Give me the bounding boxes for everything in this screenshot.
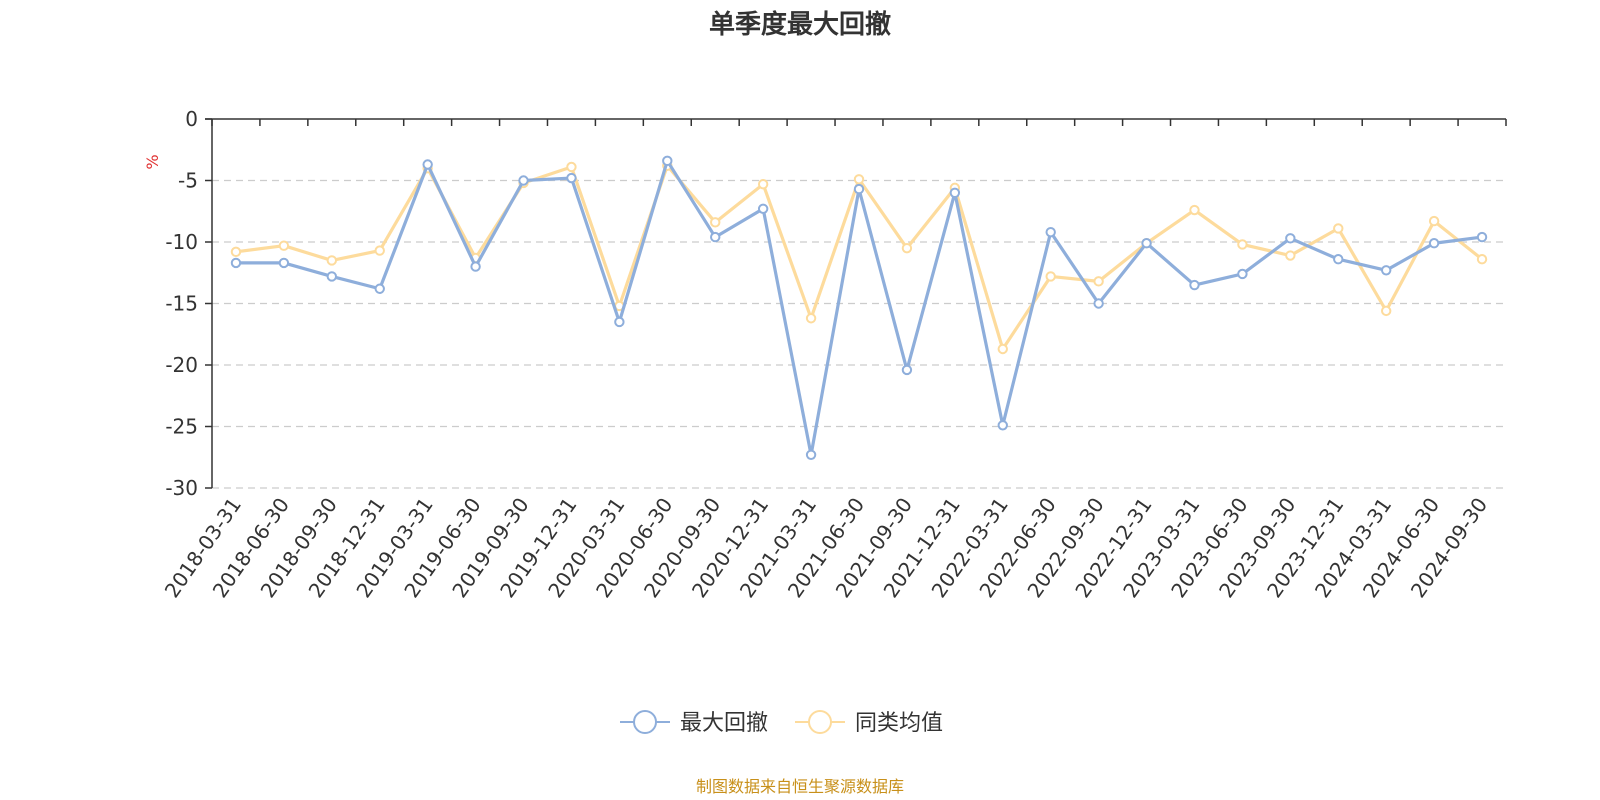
- data-point[interactable]: [901, 242, 913, 254]
- data-point[interactable]: [805, 313, 817, 324]
- data-point[interactable]: [1093, 298, 1104, 309]
- data-point[interactable]: [662, 155, 673, 167]
- chart-title: 单季度最大回撤: [709, 9, 891, 40]
- data-point[interactable]: [1189, 279, 1200, 291]
- legend[interactable]: 最大回撤 同类均值: [620, 710, 943, 736]
- data-point[interactable]: [326, 255, 338, 266]
- grid: [212, 179, 1506, 489]
- y-tick-label: -25: [165, 415, 198, 439]
- axes: 0-5-10-15-20-25-302018-03-312018-06-3020…: [160, 107, 1507, 602]
- data-point[interactable]: [278, 240, 290, 251]
- data-point[interactable]: [757, 203, 769, 214]
- y-tick-label: -30: [165, 476, 198, 500]
- source-note: 制图数据来自恒生聚源数据库: [696, 777, 904, 796]
- y-tick-label: -20: [165, 353, 198, 377]
- series-1: [230, 155, 1488, 460]
- data-point[interactable]: [1476, 231, 1488, 243]
- y-tick-label: -5: [178, 169, 198, 193]
- data-point[interactable]: [1333, 223, 1344, 234]
- legend-item-2[interactable]: 同类均值: [795, 710, 943, 736]
- data-point[interactable]: [853, 174, 865, 185]
- legend-label: 最大回撤: [680, 711, 768, 736]
- data-point[interactable]: [1237, 268, 1248, 280]
- legend-item-1[interactable]: 最大回撤: [620, 710, 768, 736]
- data-point[interactable]: [1333, 254, 1344, 265]
- data-point[interactable]: [422, 159, 433, 170]
- legend-marker: [633, 710, 657, 734]
- data-point[interactable]: [997, 343, 1008, 355]
- data-point[interactable]: [1045, 226, 1056, 238]
- data-point[interactable]: [1141, 238, 1152, 249]
- data-point[interactable]: [1093, 276, 1104, 287]
- data-point[interactable]: [757, 178, 769, 190]
- data-point[interactable]: [901, 364, 913, 376]
- data-point[interactable]: [1045, 271, 1056, 282]
- data-point[interactable]: [853, 183, 865, 195]
- series-line: [235, 159, 1483, 457]
- data-point[interactable]: [1189, 204, 1200, 216]
- data-point[interactable]: [949, 187, 961, 199]
- data-point[interactable]: [710, 217, 721, 228]
- data-point[interactable]: [374, 283, 385, 294]
- y-tick-label: -10: [165, 230, 198, 254]
- y-axis-unit: %: [143, 154, 162, 169]
- data-point[interactable]: [470, 261, 481, 272]
- data-point[interactable]: [278, 257, 290, 269]
- data-point[interactable]: [518, 175, 529, 186]
- data-point[interactable]: [326, 271, 338, 282]
- legend-marker: [808, 710, 832, 734]
- data-point[interactable]: [1428, 238, 1440, 249]
- data-point[interactable]: [230, 257, 242, 269]
- data-point[interactable]: [1428, 215, 1440, 227]
- data-point[interactable]: [614, 316, 625, 328]
- data-point[interactable]: [566, 172, 577, 184]
- y-tick-label: 0: [185, 107, 198, 131]
- data-point[interactable]: [1237, 239, 1248, 250]
- data-point[interactable]: [710, 231, 721, 243]
- data-point[interactable]: [1285, 233, 1296, 244]
- data-point[interactable]: [1380, 305, 1392, 317]
- data-point[interactable]: [805, 449, 817, 460]
- y-tick-label: -15: [165, 292, 198, 316]
- data-point[interactable]: [1476, 254, 1488, 265]
- data-point[interactable]: [230, 246, 242, 258]
- data-point[interactable]: [566, 161, 577, 173]
- data-point[interactable]: [997, 420, 1008, 431]
- legend-label: 同类均值: [855, 711, 943, 736]
- data-point[interactable]: [374, 245, 385, 256]
- series: [230, 155, 1488, 460]
- data-point[interactable]: [1285, 250, 1296, 261]
- data-point[interactable]: [1380, 265, 1392, 276]
